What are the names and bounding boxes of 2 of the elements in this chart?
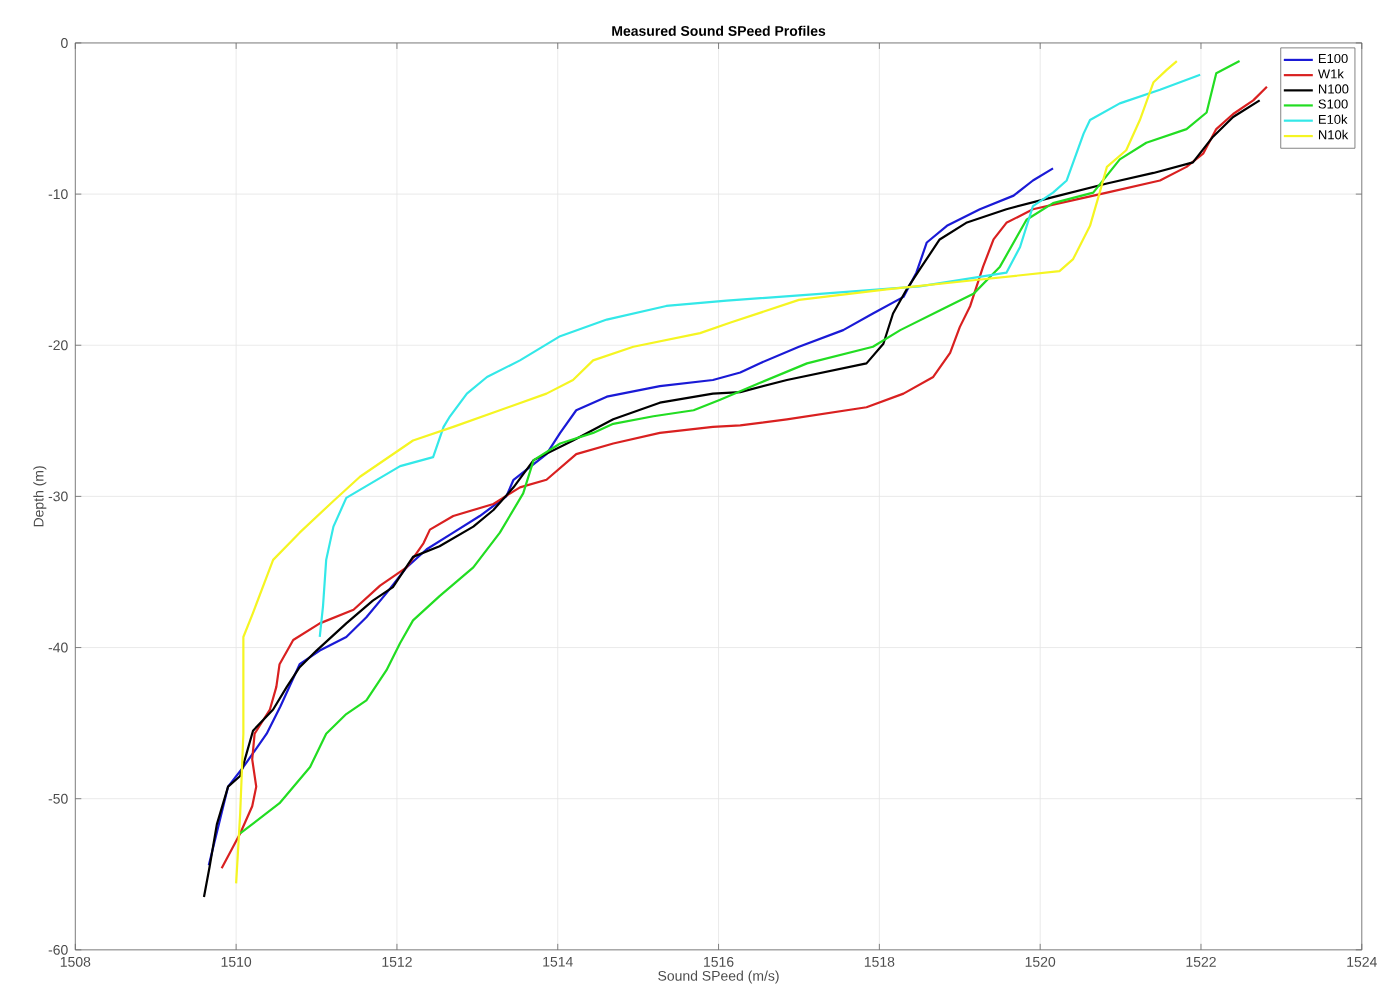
line-series bbox=[318, 73, 1202, 638]
line-series bbox=[207, 166, 1055, 866]
